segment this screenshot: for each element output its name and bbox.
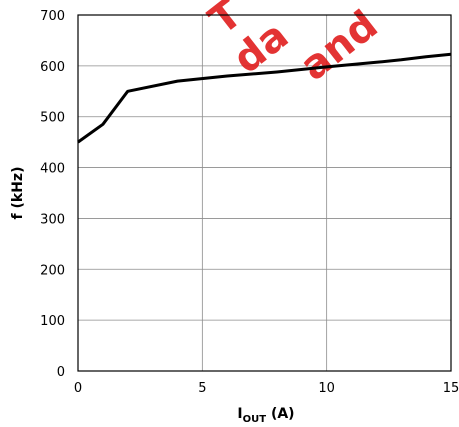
x-tick-label: 5 [198,381,206,396]
x-axis-title-sub: OUT [243,414,267,425]
y-tick-labels: 0 100 200 300 400 500 600 700 [40,9,65,380]
grid [78,15,451,371]
series-layer [77,52,452,144]
x-tick-label: 10 [318,381,335,396]
plot-frame [77,14,452,372]
y-tick-label: 400 [40,162,65,177]
y-axis-title: f (kHz) [10,167,26,220]
x-axis-title-unit: (A) [266,406,295,422]
x-tick-label: 15 [443,381,459,396]
x-tick-labels: 0 5 10 15 [74,381,459,396]
x-tick-label: 0 [74,381,82,396]
y-tick-label: 100 [40,314,65,329]
x-axis-title-main: I [237,406,242,422]
y-tick-label: 200 [40,263,65,278]
y-tick-label: 700 [40,9,65,24]
frequency-series-line [77,52,452,144]
y-tick-label: 500 [40,111,65,126]
y-tick-label: 300 [40,212,65,227]
x-axis-title: IOUT (A) [237,406,294,425]
y-tick-label: 600 [40,60,65,75]
y-tick-label: 0 [57,365,65,380]
